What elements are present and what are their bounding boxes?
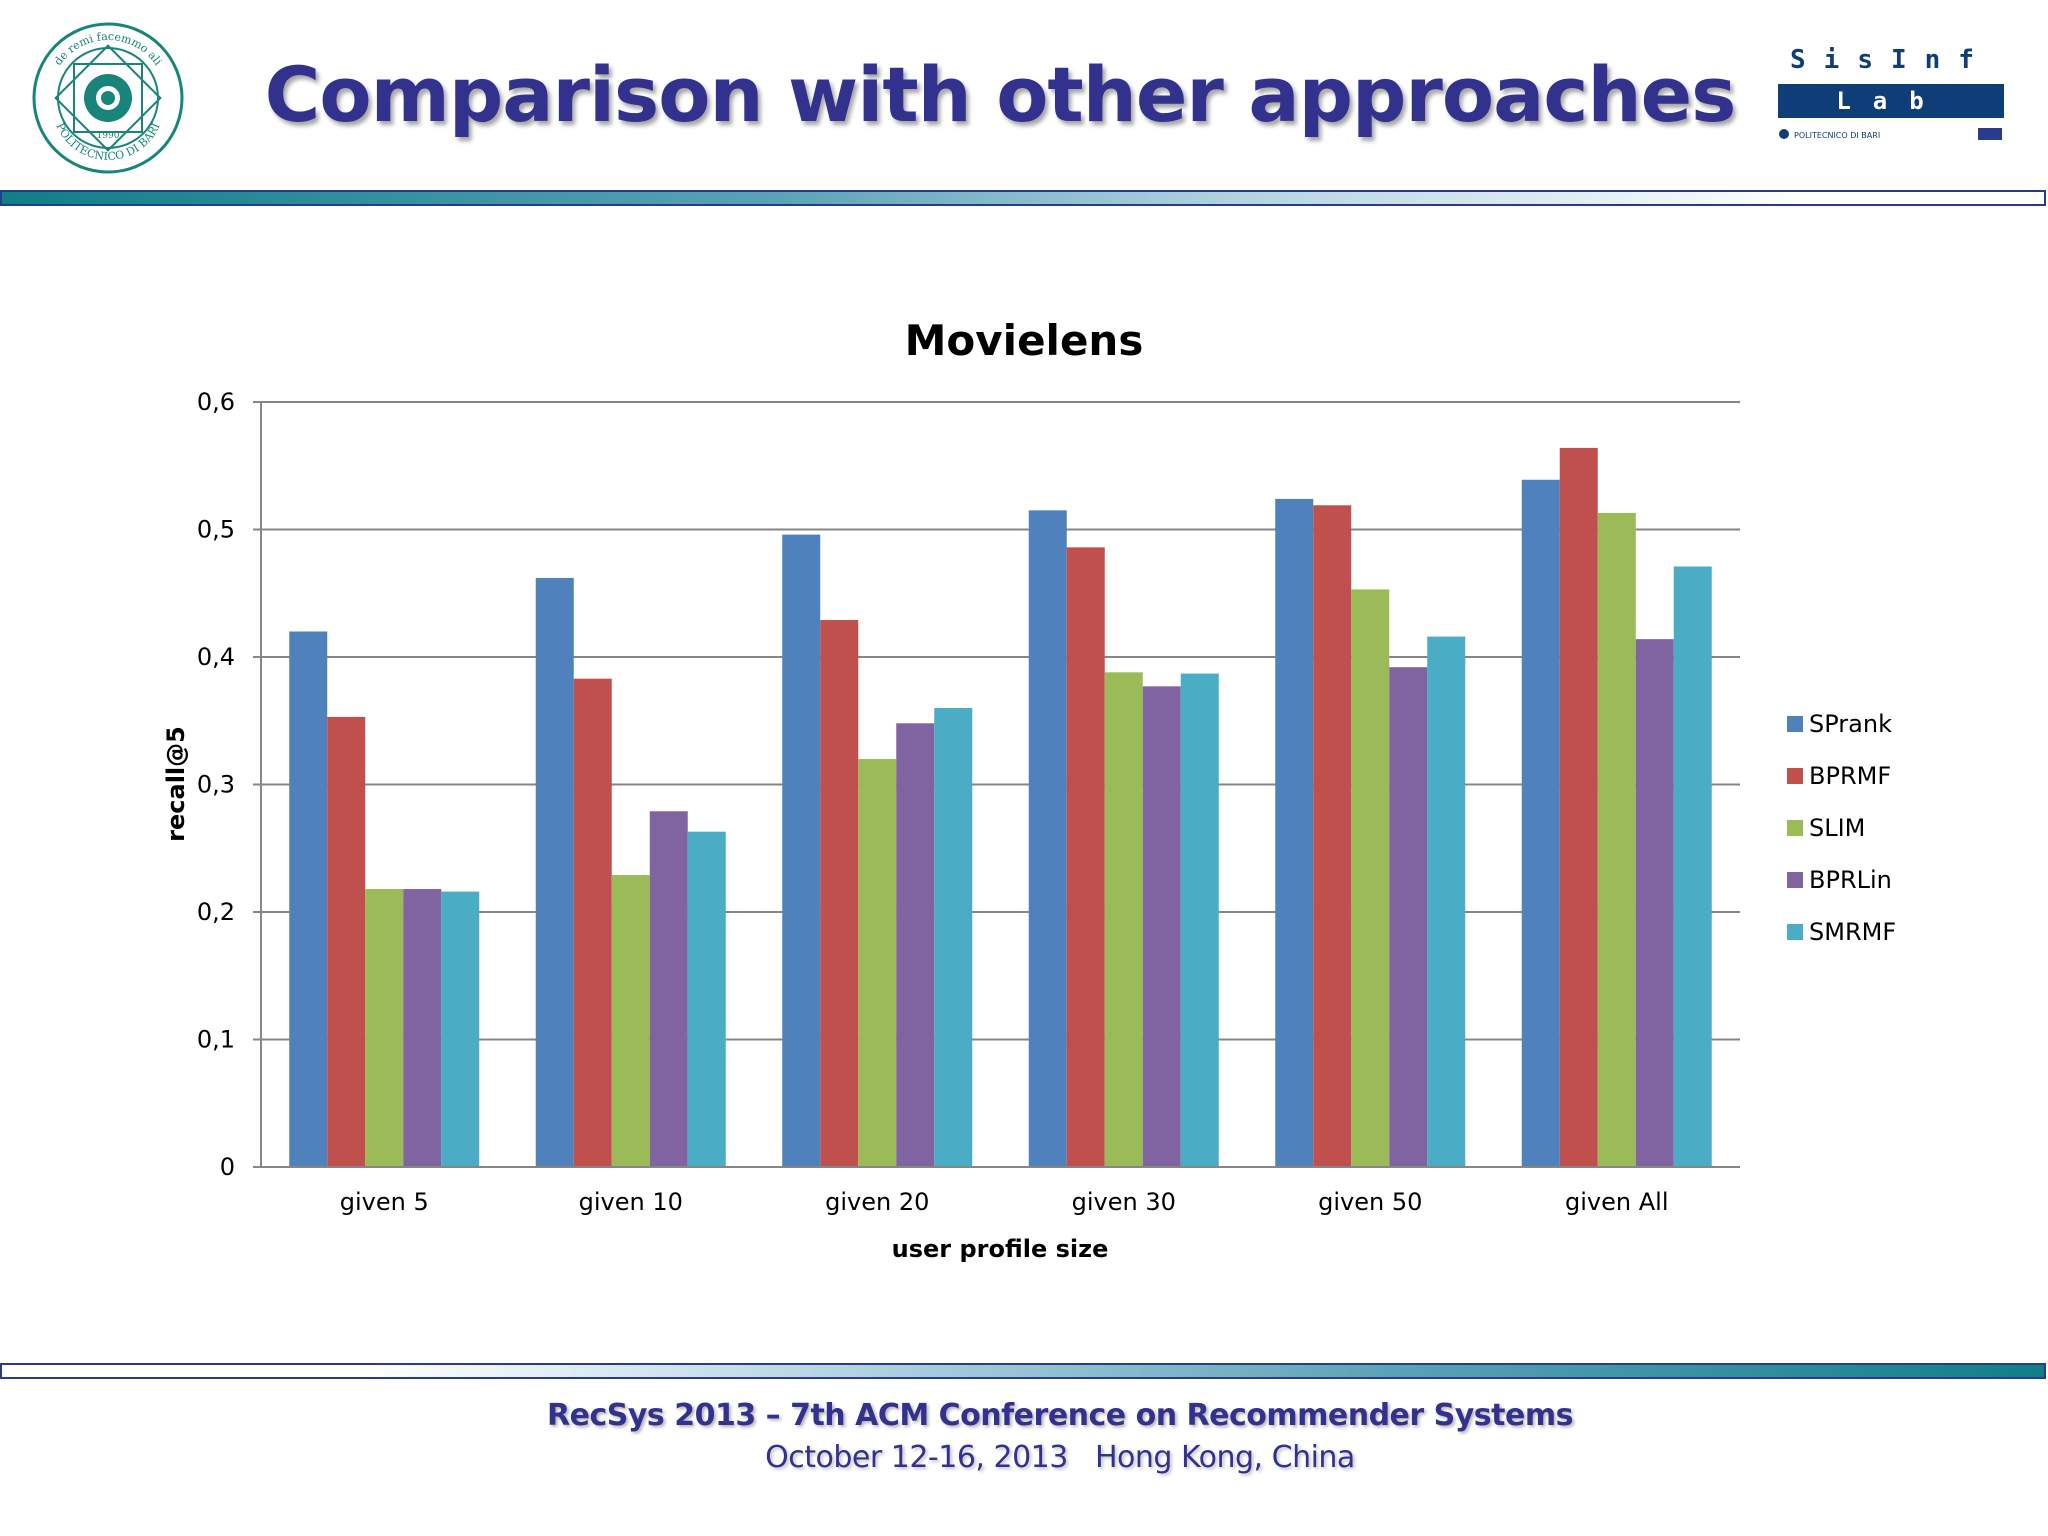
y-tick-label: 0 bbox=[220, 1153, 235, 1181]
y-tick-label: 0,3 bbox=[197, 771, 235, 799]
logo-small-text: POLITECNICO DI BARI bbox=[1794, 131, 1880, 140]
page-title: Comparison with other approaches bbox=[264, 50, 1737, 139]
y-axis-title: recall@5 bbox=[162, 726, 190, 842]
x-tick-label: given 5 bbox=[340, 1188, 429, 1216]
bar-sprank-given-20 bbox=[782, 534, 821, 1167]
legend-swatch-bprlin bbox=[1787, 872, 1803, 888]
bar-slim-given-30 bbox=[1104, 672, 1143, 1167]
bar-bprmf-given-5 bbox=[327, 716, 366, 1167]
y-tick-label: 0,2 bbox=[197, 898, 235, 926]
sisinf-lab-logo: SisInf Lab POLITECNICO DI BARI bbox=[1778, 45, 2004, 140]
legend-label-slim: SLIM bbox=[1809, 814, 1865, 842]
bar-bprlin-given-30 bbox=[1142, 686, 1181, 1167]
logo-ring-text-bottom: POLITECNICO DI BARI bbox=[53, 121, 162, 163]
bar-slim-given-20 bbox=[858, 759, 897, 1167]
y-ticks: 0 0,1 0,2 0,3 0,4 0,5 0,6 bbox=[197, 388, 235, 1181]
bar-smrmf-given-5 bbox=[441, 891, 480, 1167]
y-tick-label: 0,6 bbox=[197, 388, 235, 416]
footer-date-location: October 12-16, 2013 Hong Kong, China bbox=[765, 1440, 1355, 1475]
bar-sprank-given-all bbox=[1521, 479, 1560, 1167]
bar-bprmf-given-10 bbox=[573, 678, 612, 1167]
footer-conference: RecSys 2013 – 7th ACM Conference on Reco… bbox=[547, 1398, 1573, 1433]
bar-slim-given-10 bbox=[611, 875, 650, 1167]
y-tick-label: 0,4 bbox=[197, 643, 235, 671]
bar-bprlin-given-20 bbox=[896, 723, 935, 1167]
chart-title: Movielens bbox=[905, 316, 1144, 365]
x-axis-title: user profile size bbox=[892, 1235, 1109, 1263]
bar-bprlin-given-10 bbox=[649, 811, 688, 1167]
x-tick-labels: given 5 given 10 given 20 given 30 given 50 g… bbox=[340, 1188, 1669, 1216]
bar-sprank-given-5 bbox=[289, 631, 328, 1167]
x-tick-label: given 50 bbox=[1318, 1188, 1422, 1216]
bar-bprlin-given-all bbox=[1635, 639, 1674, 1167]
header-divider bbox=[0, 190, 2046, 206]
legend-label-bprlin: BPRLin bbox=[1809, 866, 1892, 894]
politecnico-logo: de remi facemmo ali POLITECNICO DI BARI … bbox=[32, 22, 184, 174]
bar-bprmf-given-30 bbox=[1066, 547, 1105, 1167]
bar-bprlin-given-50 bbox=[1389, 667, 1428, 1167]
x-tick-label: given All bbox=[1565, 1188, 1668, 1216]
legend-label-smrmf: SMRMF bbox=[1809, 918, 1896, 946]
bar-slim-given-all bbox=[1597, 512, 1636, 1167]
logo-year: 1990 bbox=[97, 131, 120, 141]
bar-smrmf-given-all bbox=[1673, 566, 1712, 1167]
bar-smrmf-given-10 bbox=[687, 831, 726, 1167]
bar-slim-given-50 bbox=[1351, 589, 1390, 1167]
bar-smrmf-given-20 bbox=[934, 708, 973, 1167]
y-tick-label: 0,1 bbox=[197, 1026, 235, 1054]
x-tick-label: given 20 bbox=[825, 1188, 929, 1216]
bar-sprank-given-10 bbox=[535, 577, 574, 1167]
bar-slim-given-5 bbox=[365, 889, 404, 1167]
bar-bprmf-given-all bbox=[1559, 447, 1598, 1167]
bar-smrmf-given-50 bbox=[1427, 636, 1466, 1167]
legend-swatch-smrmf bbox=[1787, 924, 1803, 940]
bar-bprmf-given-20 bbox=[820, 620, 859, 1167]
bars bbox=[289, 447, 1712, 1167]
bar-sprank-given-30 bbox=[1028, 510, 1067, 1167]
legend: SPrank BPRMF SLIM BPRLin SMRMF bbox=[1787, 710, 1896, 946]
legend-swatch-bprmf bbox=[1787, 768, 1803, 784]
bar-smrmf-given-30 bbox=[1180, 673, 1219, 1167]
x-tick-label: given 10 bbox=[579, 1188, 683, 1216]
gridlines bbox=[253, 401, 1740, 1168]
footer-divider bbox=[0, 1363, 2046, 1379]
bar-bprlin-given-5 bbox=[403, 889, 442, 1167]
logo-top-text: SisInf bbox=[1790, 45, 1992, 75]
bar-chart: Movielens 00,10,20,30,40,50,6 given 5 giv… bbox=[162, 316, 1896, 1263]
bar-sprank-given-50 bbox=[1275, 498, 1314, 1167]
logo-band-text: Lab bbox=[1836, 87, 1945, 115]
bar-bprmf-given-50 bbox=[1313, 505, 1352, 1167]
legend-label-bprmf: BPRMF bbox=[1809, 762, 1891, 790]
x-tick-label: given 30 bbox=[1072, 1188, 1176, 1216]
legend-swatch-sprank bbox=[1787, 716, 1803, 732]
legend-swatch-slim bbox=[1787, 820, 1803, 836]
legend-label-sprank: SPrank bbox=[1809, 710, 1892, 738]
svg-text:POLITECNICO DI BARI: POLITECNICO DI BARI bbox=[53, 121, 162, 163]
y-tick-label: 0,5 bbox=[197, 516, 235, 544]
